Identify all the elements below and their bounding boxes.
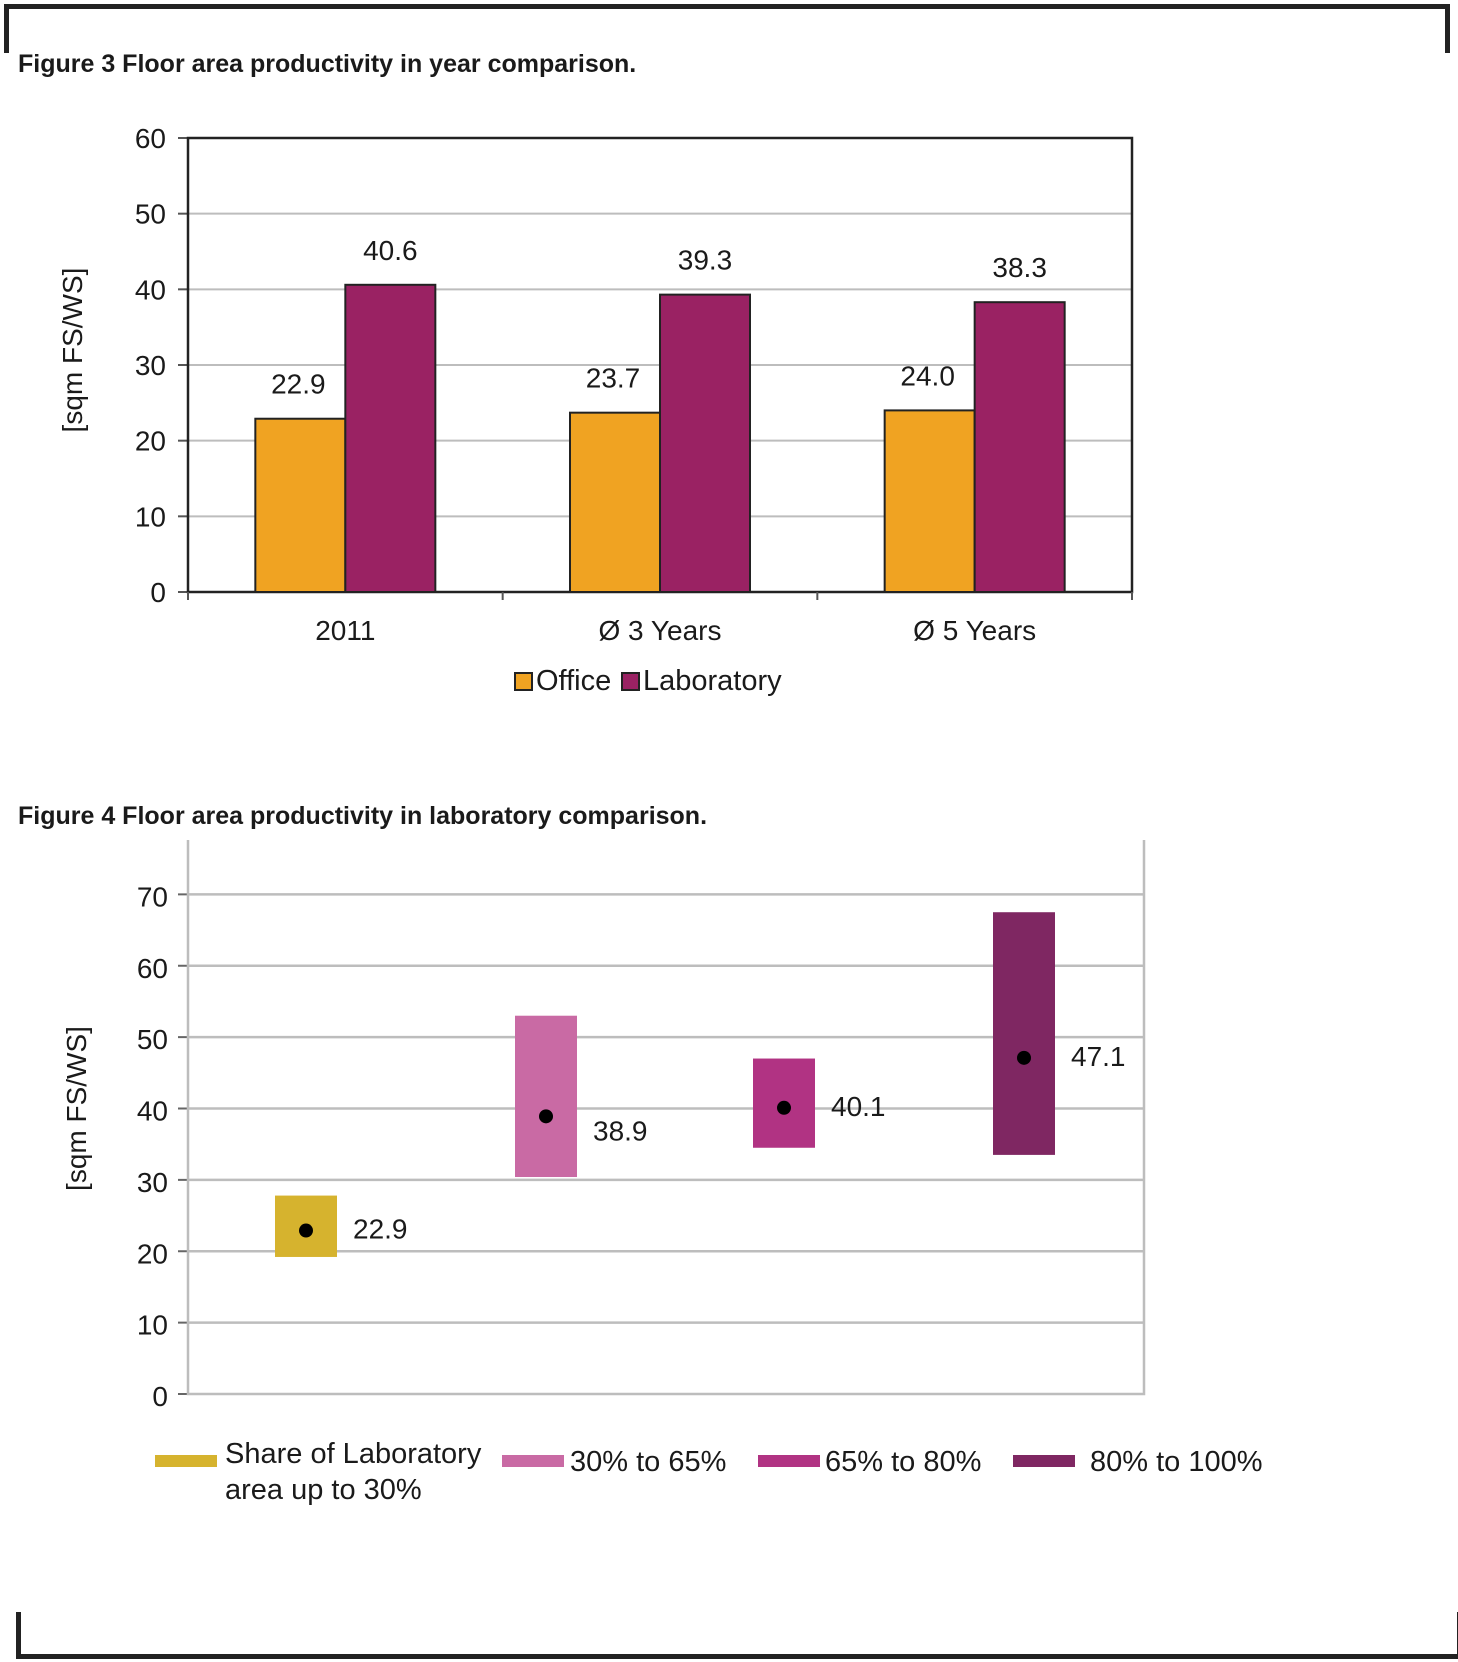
data-label: 47.1: [1071, 1041, 1126, 1072]
data-label: 23.7: [586, 363, 641, 394]
data-label: 38.9: [593, 1115, 648, 1146]
bar-office-0: [254, 417, 347, 593]
legend-swatch-2: [758, 1455, 820, 1467]
y-axis-label: [sqm FS/WS]: [57, 268, 88, 433]
bar-office-1: [569, 411, 661, 594]
data-label: 40.1: [831, 1091, 886, 1122]
legend-swatch-3: [1013, 1455, 1075, 1467]
y-tick-label: 60: [137, 953, 168, 984]
figure-4-caption: Figure 4 Floor area productivity in labo…: [18, 802, 708, 830]
figure-3-bar-chart: 0 10 20 30 40 50 60 22.9 40.6 2011 23.7 39.3 Ø 3 Yea…: [57, 123, 1134, 697]
legend-swatch-1: [502, 1455, 564, 1467]
bar-laboratory-0: [344, 283, 437, 593]
legend-swatch-0: [155, 1455, 217, 1467]
y-tick-label: 60: [135, 123, 166, 154]
range-box-3: [993, 912, 1055, 1155]
data-label: 40.6: [363, 235, 418, 266]
legend-swatch-office: [514, 672, 533, 691]
mean-marker-3: [1017, 1050, 1031, 1065]
figure-3-caption: Figure 3 Floor area productivity in year…: [18, 50, 637, 78]
mean-marker-1: [539, 1109, 553, 1124]
category-label: Ø 3 Years: [599, 615, 722, 646]
y-tick-label: 50: [135, 199, 166, 230]
legend-swatch-laboratory: [621, 672, 640, 691]
data-label: 38.3: [992, 252, 1047, 283]
y-axis-label: [sqm FS/WS]: [61, 1026, 92, 1191]
frame-top-bracket: [4, 4, 1450, 53]
category-label: 2011: [315, 615, 375, 646]
data-label: 22.9: [271, 369, 326, 400]
legend-label-0: area up to 30%: [225, 1474, 422, 1506]
y-tick-label: 10: [137, 1310, 168, 1341]
y-tick-label: 30: [135, 350, 166, 381]
bar-laboratory-1: [659, 293, 751, 593]
y-tick-label: 0: [152, 1381, 168, 1412]
frame-bottom-bracket: [16, 1612, 1458, 1659]
y-tick-label: 0: [150, 577, 166, 608]
bar-laboratory-2: [973, 301, 1066, 594]
legend-label-office: Office: [536, 665, 611, 697]
data-label: 39.3: [678, 245, 733, 276]
data-label: 22.9: [353, 1214, 408, 1245]
y-tick-label: 20: [135, 426, 166, 457]
data-label: 24.0: [900, 360, 955, 391]
legend-label-1: 30% to 65%: [570, 1446, 726, 1478]
plot-frame: [186, 840, 1146, 1396]
mean-marker-0: [299, 1223, 313, 1238]
y-tick-label: 70: [137, 881, 168, 912]
legend-label-laboratory: Laboratory: [643, 665, 782, 697]
y-tick-label: 20: [137, 1238, 168, 1269]
y-tick-label: 10: [135, 501, 166, 532]
bar-office-2: [883, 409, 976, 593]
legend-label-3: 80% to 100%: [1090, 1446, 1263, 1478]
y-tick-label: 30: [137, 1167, 168, 1198]
figure-4-range-chart: 0 10 20 30 40 50 60 70 80 22.9 38.9 40.1 47.1 [sqm FS…: [61, 840, 1263, 1506]
y-tick-label: 50: [137, 1024, 168, 1055]
category-label: Ø 5 Years: [913, 615, 1036, 646]
y-tick-label: 80: [137, 840, 168, 841]
y-tick-label: 40: [137, 1096, 168, 1127]
range-box-1: [515, 1015, 577, 1178]
y-tick-label: 40: [135, 274, 166, 305]
mean-marker-2: [777, 1100, 791, 1115]
legend-label-0: Share of Laboratory: [225, 1438, 482, 1470]
legend-label-2: 65% to 80%: [825, 1446, 981, 1478]
